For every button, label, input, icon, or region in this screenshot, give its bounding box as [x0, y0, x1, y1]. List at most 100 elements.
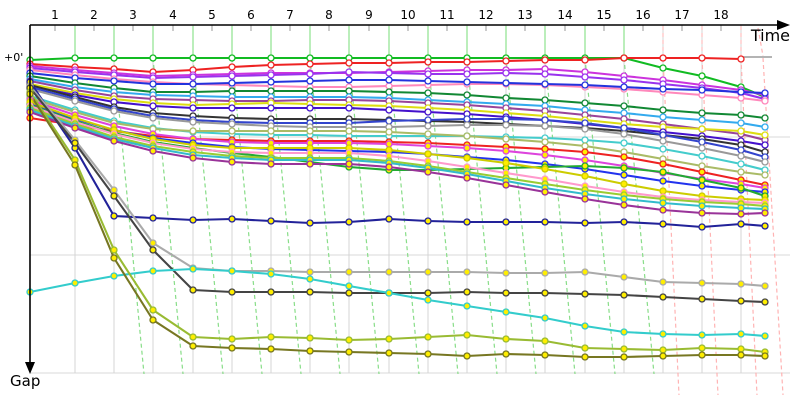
data-point-marker[interactable] — [502, 79, 510, 87]
data-point-marker[interactable] — [463, 58, 471, 66]
data-point-marker[interactable] — [502, 308, 510, 316]
data-point-marker[interactable] — [581, 142, 589, 150]
data-point-marker[interactable] — [110, 54, 118, 62]
data-point-marker[interactable] — [698, 279, 706, 287]
data-point-marker[interactable] — [620, 218, 628, 226]
data-point-marker[interactable] — [189, 118, 197, 126]
data-point-marker[interactable] — [345, 336, 353, 344]
data-point-marker[interactable] — [581, 56, 589, 64]
series-line[interactable] — [28, 100, 767, 202]
data-point-marker[interactable] — [581, 148, 589, 156]
data-point-marker[interactable] — [149, 54, 157, 62]
data-point-marker[interactable] — [659, 54, 667, 62]
data-point-marker[interactable] — [424, 116, 432, 124]
data-point-marker[interactable] — [110, 272, 118, 280]
data-point-marker[interactable] — [189, 54, 197, 62]
data-point-marker[interactable] — [620, 345, 628, 353]
data-point-marker[interactable] — [541, 56, 549, 64]
series-line[interactable] — [28, 108, 767, 211]
data-point-marker[interactable] — [659, 187, 667, 195]
data-point-marker[interactable] — [581, 172, 589, 180]
data-point-marker[interactable] — [463, 132, 471, 140]
data-point-marker[interactable] — [737, 160, 745, 168]
data-point-marker[interactable] — [659, 346, 667, 354]
data-point-marker[interactable] — [228, 267, 236, 275]
data-point-marker[interactable] — [385, 289, 393, 297]
data-point-marker[interactable] — [463, 352, 471, 360]
data-point-marker[interactable] — [306, 275, 314, 283]
data-point-marker[interactable] — [541, 70, 549, 78]
data-point-marker[interactable] — [228, 288, 236, 296]
data-point-marker[interactable] — [424, 142, 432, 150]
data-point-marker[interactable] — [659, 220, 667, 228]
series-line[interactable] — [28, 110, 767, 216]
data-point-marker[interactable] — [620, 201, 628, 209]
data-point-marker[interactable] — [385, 88, 393, 96]
series-line[interactable] — [28, 68, 767, 103]
data-point-marker[interactable] — [189, 265, 197, 273]
data-point-marker[interactable] — [581, 195, 589, 203]
data-point-marker[interactable] — [424, 122, 432, 130]
data-point-marker[interactable] — [345, 87, 353, 95]
data-point-marker[interactable] — [659, 177, 667, 185]
data-point-marker[interactable] — [541, 145, 549, 153]
series-line[interactable] — [28, 87, 767, 164]
data-point-marker[interactable] — [385, 76, 393, 84]
data-point-marker[interactable] — [267, 87, 275, 95]
data-point-marker[interactable] — [267, 217, 275, 225]
data-point-marker[interactable] — [385, 106, 393, 114]
data-point-marker[interactable] — [761, 332, 769, 340]
data-point-marker[interactable] — [424, 217, 432, 225]
data-point-marker[interactable] — [620, 83, 628, 91]
data-point-marker[interactable] — [306, 268, 314, 276]
data-point-marker[interactable] — [71, 161, 79, 169]
data-point-marker[interactable] — [761, 141, 769, 149]
data-point-marker[interactable] — [110, 246, 118, 254]
data-point-marker[interactable] — [541, 337, 549, 345]
data-point-marker[interactable] — [620, 180, 628, 188]
data-point-marker[interactable] — [698, 86, 706, 94]
data-point-marker[interactable] — [345, 68, 353, 76]
data-point-marker[interactable] — [502, 218, 510, 226]
data-point-marker[interactable] — [463, 218, 471, 226]
data-point-marker[interactable] — [620, 171, 628, 179]
data-point-marker[interactable] — [659, 206, 667, 214]
data-point-marker[interactable] — [620, 102, 628, 110]
data-point-marker[interactable] — [267, 160, 275, 168]
series-line[interactable] — [28, 66, 767, 101]
data-point-marker[interactable] — [659, 137, 667, 145]
data-point-marker[interactable] — [659, 145, 667, 153]
data-point-marker[interactable] — [698, 331, 706, 339]
data-point-marker[interactable] — [110, 77, 118, 85]
data-point-marker[interactable] — [149, 214, 157, 222]
data-point-marker[interactable] — [761, 282, 769, 290]
data-point-marker[interactable] — [737, 127, 745, 135]
data-point-marker[interactable] — [424, 89, 432, 97]
data-point-marker[interactable] — [502, 94, 510, 102]
data-point-marker[interactable] — [149, 246, 157, 254]
data-point-marker[interactable] — [737, 345, 745, 353]
data-point-marker[interactable] — [502, 69, 510, 77]
data-point-marker[interactable] — [502, 147, 510, 155]
data-point-marker[interactable] — [424, 350, 432, 358]
data-point-marker[interactable] — [345, 268, 353, 276]
data-point-marker[interactable] — [463, 91, 471, 99]
data-point-marker[interactable] — [698, 116, 706, 124]
data-point-marker[interactable] — [71, 97, 79, 105]
data-point-marker[interactable] — [71, 279, 79, 287]
data-point-marker[interactable] — [463, 121, 471, 129]
data-point-marker[interactable] — [306, 160, 314, 168]
data-point-marker[interactable] — [620, 353, 628, 361]
data-point-marker[interactable] — [189, 333, 197, 341]
series-line[interactable] — [28, 84, 767, 147]
data-point-marker[interactable] — [345, 76, 353, 84]
data-point-marker[interactable] — [345, 348, 353, 356]
data-point-marker[interactable] — [306, 54, 314, 62]
data-point-marker[interactable] — [659, 160, 667, 168]
data-point-marker[interactable] — [761, 171, 769, 179]
data-point-marker[interactable] — [737, 297, 745, 305]
data-point-marker[interactable] — [737, 146, 745, 154]
data-point-marker[interactable] — [737, 280, 745, 288]
data-point-marker[interactable] — [737, 168, 745, 176]
data-point-marker[interactable] — [581, 119, 589, 127]
